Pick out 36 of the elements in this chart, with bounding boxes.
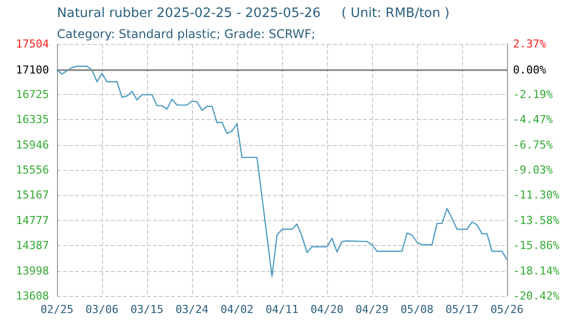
y-tick-label: 17504 — [16, 38, 50, 50]
y2-tick-label: -20.42% — [513, 290, 560, 302]
y-tick-label: 14387 — [16, 239, 49, 252]
y-tick-label: 16725 — [16, 88, 49, 101]
y-tick-label: 15167 — [16, 188, 49, 202]
chart-title: Natural rubber 2025-02-25 - 2025-05-26 ( Unit: RMB/ton ) — [57, 6, 450, 21]
y-tick-label: 14777 — [16, 214, 49, 227]
y2-tick-label: -11.30% — [513, 188, 560, 202]
x-tick-label: 04/20 — [310, 303, 344, 316]
y2-tick-label: -6.75% — [513, 138, 554, 152]
x-tick-label: 04/29 — [355, 303, 389, 316]
y2-tick-label: -13.58% — [513, 214, 560, 227]
y-tick-label: 13608 — [16, 290, 49, 302]
y2-tick-label: -9.03% — [513, 164, 554, 177]
y-tick-label: 16335 — [16, 113, 49, 126]
y2-tick-label: 0.00% — [513, 64, 546, 77]
line-series — [56, 66, 508, 278]
x-tick-label: 03/06 — [85, 303, 119, 316]
y-tick-label: 13998 — [16, 264, 49, 278]
x-tick-label: 03/24 — [175, 303, 209, 316]
y-tick-label: 15946 — [16, 138, 49, 152]
y2-tick-label: -2.19% — [513, 88, 554, 101]
y-tick-label: 15556 — [16, 164, 49, 176]
x-tick-label: 02/25 — [40, 303, 74, 316]
x-tick-label: 05/08 — [400, 303, 434, 316]
y2-tick-label: -18.14% — [513, 264, 560, 278]
x-tick-label: 04/11 — [265, 303, 299, 316]
y2-tick-label: 2.37% — [513, 38, 546, 50]
x-tick-label: 03/15 — [130, 303, 164, 316]
y-tick-label: 17100 — [16, 64, 49, 77]
chart-subtitle: Category: Standard plastic; Grade: SCRWF; — [57, 27, 316, 41]
x-tick-label: 04/02 — [220, 303, 254, 316]
y2-tick-label: -15.86% — [513, 239, 560, 252]
x-tick-label: 05/26 — [490, 303, 524, 316]
x-tick-label: 05/17 — [445, 303, 479, 316]
y2-tick-label: -4.47% — [513, 113, 554, 126]
